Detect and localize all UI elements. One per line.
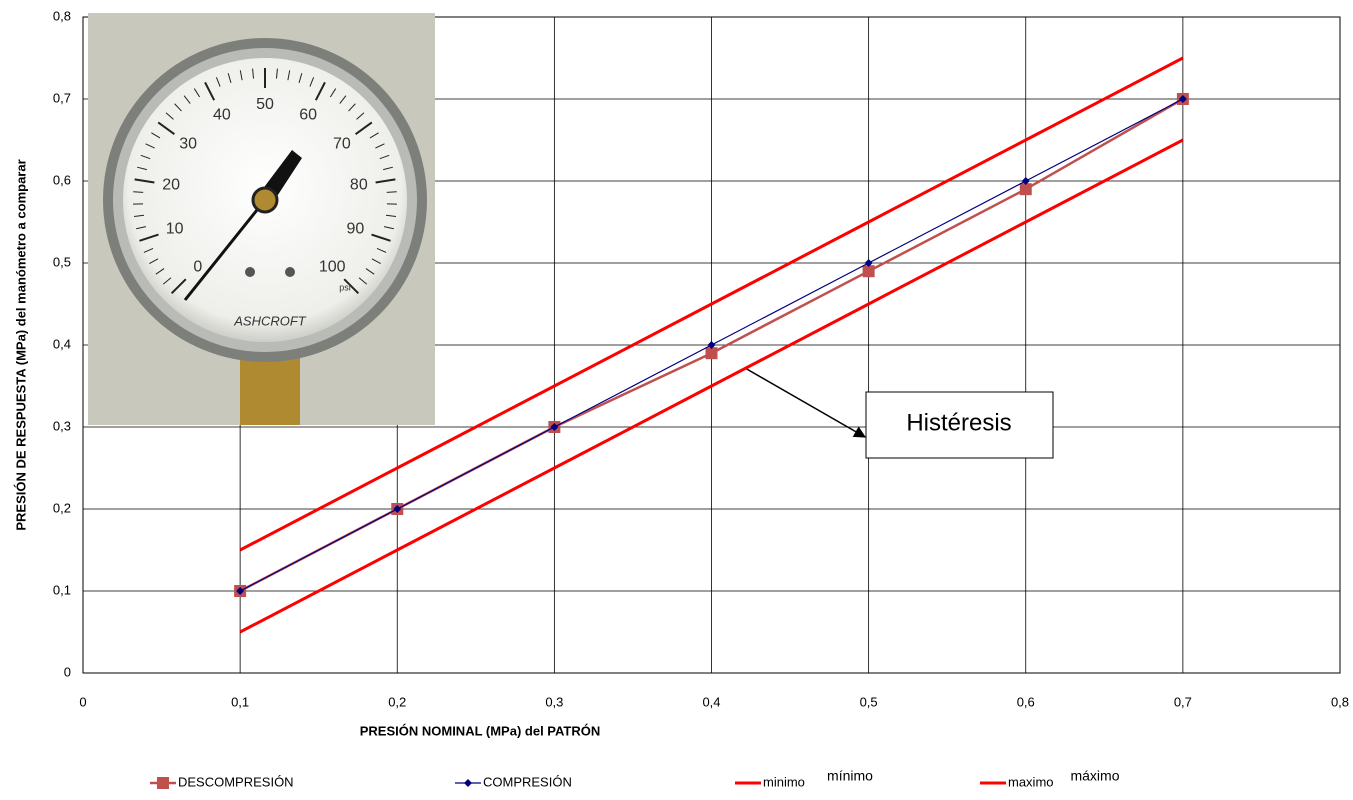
x-tick-label: 0,5: [860, 694, 878, 709]
dial-label: 70: [333, 135, 351, 152]
y-tick-label: 0,5: [53, 254, 71, 269]
x-tick-label: 0,2: [388, 694, 406, 709]
legend-marker: [464, 779, 472, 787]
legend-note: mínimo: [827, 768, 873, 784]
dial-unit: psi: [339, 282, 351, 292]
y-tick-label: 0,4: [53, 336, 71, 351]
dial-label: 60: [299, 107, 317, 124]
legend-label: DESCOMPRESIÓN: [178, 774, 294, 789]
x-tick-label: 0: [79, 694, 86, 709]
y-axis-title: PRESIÓN DE RESPUESTA (MPa) del manómetro…: [13, 159, 28, 530]
x-axis-title: PRESIÓN NOMINAL (MPa) del PATRÓN: [360, 723, 601, 738]
gauge-screw: [285, 267, 295, 277]
y-tick-label: 0,1: [53, 582, 71, 597]
gauge-photo: 0 10 20 30 40 50 60 70 80 90 100 psi ASHCROFT: [88, 13, 435, 425]
x-tick-label: 0,1: [231, 694, 249, 709]
dial-label: 90: [346, 221, 364, 238]
dial-label: 40: [213, 107, 231, 124]
dial-label: 0: [193, 258, 202, 275]
dial-tick: [387, 192, 397, 193]
y-tick-label: 0,8: [53, 8, 71, 23]
x-tick-label: 0,4: [702, 694, 720, 709]
y-tick-label: 0,6: [53, 172, 71, 187]
x-tick-label: 0,8: [1331, 694, 1349, 709]
legend-label: minimo: [763, 774, 805, 789]
gauge-screw: [245, 267, 255, 277]
x-tick-label: 0,6: [1017, 694, 1035, 709]
legend-note: máximo: [1070, 768, 1119, 784]
dial-tick: [133, 192, 143, 193]
legend-label: maximo: [1008, 774, 1054, 789]
x-tick-label: 0,7: [1174, 694, 1192, 709]
y-tick-label: 0: [64, 664, 71, 679]
legend-marker: [157, 777, 169, 789]
y-tick-label: 0,2: [53, 500, 71, 515]
chart: 0 0,1 0,2 0,3 0,4 0,5 0,6 0,7 0,8 0 0,1 0,2 0,3 0,4 0,…: [0, 0, 1353, 800]
page: 0 0,1 0,2 0,3 0,4 0,5 0,6 0,7 0,8 0 0,1 0,2 0,3 0,4 0,…: [0, 0, 1353, 800]
dial-brand: ASHCROFT: [233, 313, 307, 328]
gauge-stem: [240, 355, 300, 425]
dial-label: 100: [319, 258, 346, 275]
dial-label: 80: [350, 176, 368, 193]
dial-label: 50: [256, 96, 274, 113]
gauge-pin: [253, 188, 277, 212]
y-tick-label: 0,3: [53, 418, 71, 433]
dial-label: 30: [179, 135, 197, 152]
dial-label: 10: [166, 221, 184, 238]
annotation: Histéresis: [906, 409, 1011, 436]
legend-label: COMPRESIÓN: [483, 774, 572, 789]
y-tick-label: 0,7: [53, 90, 71, 105]
x-tick-label: 0,3: [545, 694, 563, 709]
dial-label: 20: [162, 176, 180, 193]
